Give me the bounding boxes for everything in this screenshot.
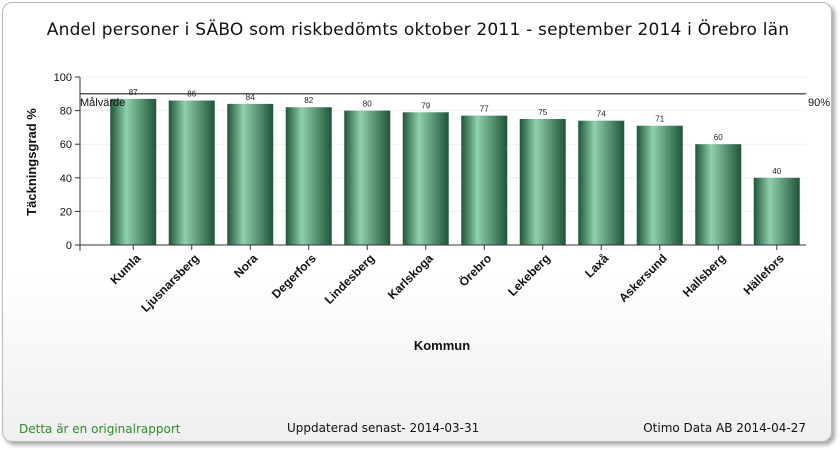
bar-value-label: 40 bbox=[772, 167, 781, 176]
bar-value-label: 87 bbox=[129, 88, 138, 97]
x-tick-label: Karlskoga bbox=[385, 251, 436, 302]
bar bbox=[110, 98, 157, 245]
target-label: Målvärde bbox=[80, 97, 125, 109]
bar bbox=[695, 144, 742, 245]
y-axis-title: Täckningsgrad % bbox=[24, 108, 39, 216]
bar bbox=[578, 120, 625, 245]
updated-date: Uppdaterad senast- 2014-03-31 bbox=[287, 421, 480, 435]
bar bbox=[168, 100, 215, 246]
x-tick-label: Kumla bbox=[108, 251, 144, 287]
bar-value-label: 71 bbox=[655, 115, 664, 124]
bar bbox=[344, 110, 391, 245]
bar bbox=[285, 107, 332, 246]
bar-value-label: 84 bbox=[246, 93, 255, 102]
x-tick-label: Degerfors bbox=[269, 251, 319, 301]
x-tick-label: Örebro bbox=[455, 251, 494, 290]
x-tick-label: Lindesberg bbox=[322, 251, 378, 307]
company-date: Otimo Data AB 2014-04-27 bbox=[643, 421, 806, 435]
bar bbox=[636, 125, 683, 245]
y-tick-label: 40 bbox=[60, 173, 72, 185]
bar bbox=[519, 119, 566, 245]
bar bbox=[227, 103, 274, 245]
target-value-label: 90% bbox=[808, 97, 830, 109]
bar-value-label: 82 bbox=[304, 96, 313, 105]
bar bbox=[753, 177, 800, 245]
y-tick-label: 100 bbox=[54, 72, 72, 84]
bar-value-label: 77 bbox=[480, 105, 489, 114]
y-tick-label: 60 bbox=[60, 139, 72, 151]
bar bbox=[402, 112, 449, 245]
bar-value-label: 80 bbox=[363, 100, 372, 109]
x-tick-label: Ljusnarsberg bbox=[138, 251, 202, 315]
x-tick-label: Lekeberg bbox=[505, 251, 553, 299]
y-tick-label: 20 bbox=[60, 206, 72, 218]
x-tick-label: Nora bbox=[231, 251, 260, 280]
bar-value-label: 79 bbox=[421, 101, 430, 110]
x-axis-title: Kommun bbox=[414, 338, 470, 353]
bar-value-label: 75 bbox=[538, 108, 547, 117]
original-report-note: Detta är en originalrapport bbox=[19, 422, 181, 436]
x-tick-label: Askersund bbox=[616, 251, 670, 305]
y-tick-label: 80 bbox=[60, 106, 72, 118]
x-tick-label: Hällefors bbox=[741, 251, 787, 297]
bar-value-label: 86 bbox=[187, 90, 196, 99]
bar-value-label: 60 bbox=[714, 133, 723, 142]
chart-title: Andel personer i SÄBO som riskbedömts ok… bbox=[46, 20, 790, 40]
x-tick-label: Hallsberg bbox=[680, 251, 729, 300]
bar bbox=[461, 115, 508, 245]
x-tick-label: Laxå bbox=[582, 251, 611, 280]
bar-value-label: 74 bbox=[597, 110, 606, 119]
y-tick-label: 0 bbox=[66, 240, 72, 252]
